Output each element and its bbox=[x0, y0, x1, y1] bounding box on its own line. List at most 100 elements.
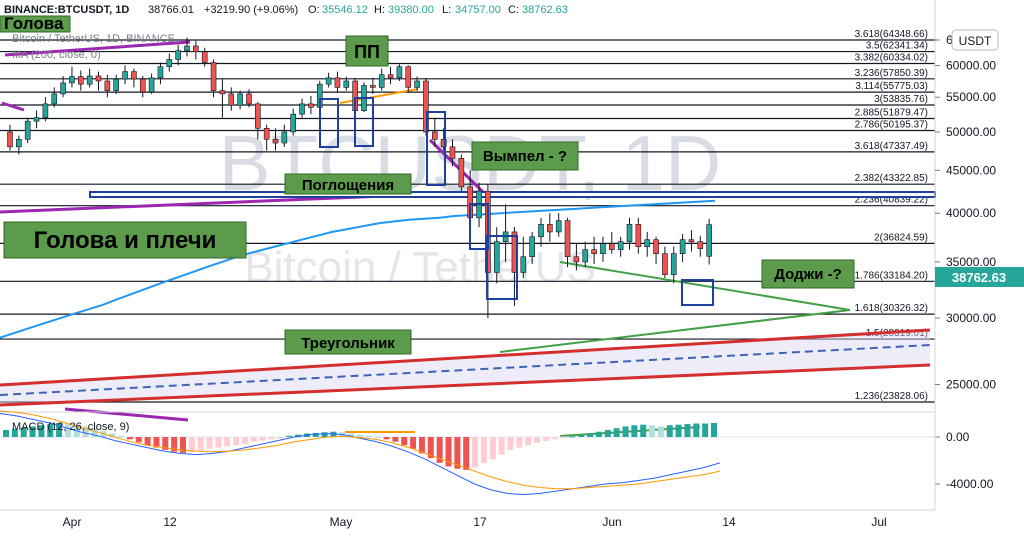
box-1 bbox=[319, 98, 339, 148]
annotation-engulfing: Поглощения bbox=[302, 177, 394, 194]
box-5 bbox=[486, 235, 518, 300]
candle-body bbox=[564, 220, 571, 258]
macd-hist-bar bbox=[268, 437, 275, 440]
box-4 bbox=[469, 203, 489, 250]
macd-hist-bar bbox=[206, 437, 213, 449]
candle-body bbox=[157, 66, 164, 79]
macd-hist-bar bbox=[427, 437, 434, 459]
fib-label-8: 3.618(47337.49) bbox=[855, 141, 928, 152]
macd-hist-bar bbox=[47, 424, 54, 437]
candle-body bbox=[281, 131, 288, 144]
annotation-triangle: Треугольник bbox=[301, 335, 395, 352]
header-price: 38766.01 bbox=[148, 4, 194, 16]
macd-hist-bar bbox=[241, 437, 248, 445]
candle-body bbox=[520, 256, 527, 273]
macd-hist-bar bbox=[445, 437, 452, 467]
macd-hist-bar bbox=[525, 437, 532, 446]
candle-body bbox=[104, 80, 111, 91]
macd-hist-bar bbox=[392, 437, 399, 442]
annotation-head: Голова bbox=[4, 14, 64, 33]
candle-body bbox=[414, 80, 420, 88]
channel-lower-line bbox=[0, 363, 931, 407]
time-axis: Apr 12 May 17 Jun 14 Jul bbox=[0, 509, 935, 529]
candle-body bbox=[431, 131, 438, 140]
header-change: +3219.90 (+9.06%) bbox=[204, 4, 298, 16]
ma200-line bbox=[0, 199, 716, 339]
macd-hist-bar bbox=[454, 437, 461, 469]
candle-body bbox=[263, 128, 270, 140]
macd-hist-bar bbox=[489, 437, 496, 460]
macd-hist-bar bbox=[569, 436, 576, 438]
triangle-lower-line bbox=[499, 309, 851, 353]
candle-body bbox=[493, 241, 500, 273]
macd-hist-bar bbox=[11, 428, 18, 437]
candle-body bbox=[210, 62, 217, 91]
macd-hist-bar bbox=[666, 425, 673, 437]
macd-hist-bar bbox=[233, 437, 240, 446]
annotation-doji: Доджи -? bbox=[774, 266, 842, 283]
candle-body bbox=[343, 80, 350, 88]
macd-hist-bar bbox=[357, 434, 363, 437]
macd-hist-bar bbox=[631, 425, 638, 437]
annotations: Голова ПП Вымпел - ? Поглощения Голова и… bbox=[0, 14, 855, 355]
candle-body bbox=[139, 78, 146, 93]
candle-body bbox=[670, 253, 677, 275]
last-price-tag: 38762.63 bbox=[952, 270, 1006, 285]
macd-hist-bar bbox=[250, 437, 257, 442]
price-tick-label: 35000.00 bbox=[946, 255, 996, 269]
channel-fill bbox=[0, 330, 930, 405]
macd-hist-bar bbox=[383, 437, 390, 440]
macd-hist-bar bbox=[109, 433, 116, 437]
fib-label-7: 2.786(50195.37) bbox=[855, 120, 928, 131]
candle-body bbox=[201, 51, 208, 63]
candle-body bbox=[255, 103, 261, 129]
macd-title: MACD (12, 26, close, 9) bbox=[12, 421, 129, 433]
candle-body bbox=[449, 146, 456, 159]
macd-hist-bar bbox=[675, 424, 682, 437]
candle-body bbox=[131, 71, 137, 80]
macd-hist-bar bbox=[551, 437, 558, 440]
time-tick-label: Jun bbox=[602, 515, 621, 529]
price-tick-label: 50000.00 bbox=[946, 125, 996, 139]
fib-label-9: 2.382(43322.85) bbox=[855, 173, 928, 184]
macd-tick-label: 0.00 bbox=[946, 430, 970, 444]
macd-hist-bar bbox=[463, 437, 470, 470]
header-o-key: O: bbox=[308, 4, 320, 16]
time-tick-label: May bbox=[330, 515, 353, 529]
annotation-pennant: Вымпел - ? bbox=[483, 148, 567, 165]
macd-hist-bar bbox=[534, 437, 540, 443]
time-tick-label: 17 bbox=[473, 515, 487, 529]
candle-body bbox=[86, 75, 93, 85]
candle-body bbox=[184, 45, 190, 51]
candle-body bbox=[60, 82, 66, 95]
macd-hist-bar bbox=[587, 433, 594, 437]
header-h-key: H: bbox=[374, 4, 385, 16]
annotation-hs-bg bbox=[3, 221, 247, 259]
annotation-hs: Голова и плечи bbox=[34, 227, 217, 254]
candle-body bbox=[573, 256, 580, 263]
candle-body bbox=[370, 85, 376, 88]
annotation-doji-bg bbox=[761, 259, 855, 289]
fib-label-4: 3.114(55775.03) bbox=[855, 81, 928, 92]
candle-body bbox=[51, 93, 58, 105]
candle-body bbox=[42, 103, 49, 118]
candle-body bbox=[7, 131, 13, 148]
header-legend: BINANCE:BTCUSDT, 1D 38766.01 +3219.90 (+… bbox=[4, 4, 568, 61]
currency-button[interactable] bbox=[951, 29, 999, 51]
annotation-head-bg bbox=[0, 15, 71, 33]
macd-hist-bar bbox=[711, 422, 717, 437]
candle-body bbox=[246, 93, 252, 105]
candle-body bbox=[387, 74, 394, 79]
candle-body bbox=[334, 77, 341, 88]
macd-hist-bar bbox=[312, 432, 319, 437]
candle-body bbox=[378, 74, 385, 88]
candle-body bbox=[582, 249, 589, 263]
annotation-pp: ПП bbox=[354, 42, 380, 62]
macd-hist-bar bbox=[197, 437, 204, 451]
macd-hist-bar bbox=[693, 423, 700, 437]
macd-hist-bar bbox=[20, 427, 27, 437]
price-tick-label: 60000.00 bbox=[946, 58, 996, 72]
macd-hist-bar bbox=[657, 426, 664, 437]
macd-hist-bar bbox=[126, 437, 133, 440]
